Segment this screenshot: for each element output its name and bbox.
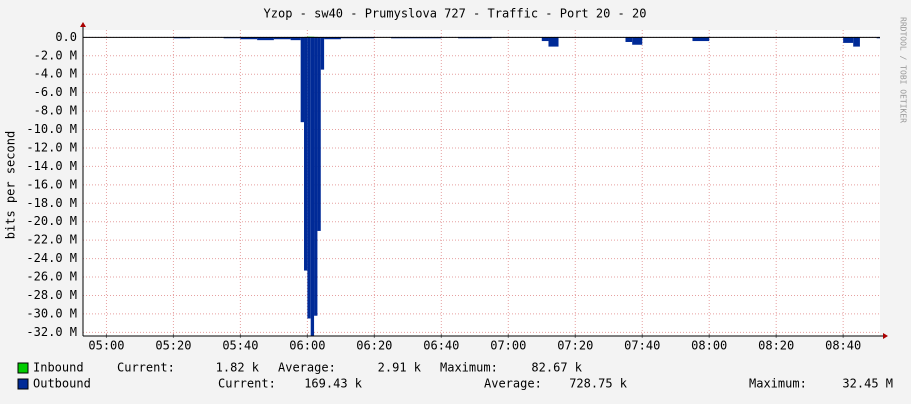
x-tick-label: 06:00 (289, 339, 325, 353)
plot-area (83, 30, 880, 336)
area-segment (692, 37, 709, 41)
area-segment (307, 37, 310, 318)
x-tick-label: 08:40 (825, 339, 861, 353)
area-segment (304, 37, 307, 270)
stat-value: 169.43 k (304, 377, 363, 391)
y-tick-label: -10.0 M (26, 122, 77, 136)
y-tick-label: -2.0 M (34, 48, 77, 62)
x-tick-label: 08:20 (758, 339, 794, 353)
stat-value: 728.75 k (569, 377, 628, 391)
y-axis-label: bits per second (4, 131, 18, 239)
area-segment (301, 37, 304, 122)
stat-label: Maximum: (749, 377, 807, 391)
area-segment (314, 37, 317, 315)
y-tick-label: -30.0 M (26, 306, 77, 320)
y-tick-label: -4.0 M (34, 67, 77, 81)
y-tick-label: -14.0 M (26, 159, 77, 173)
stat-label: Maximum: (440, 361, 498, 375)
area-segment (853, 37, 860, 46)
stat-label: Average: (484, 377, 542, 391)
y-tick-label: -24.0 M (26, 251, 77, 265)
x-tick-label: 07:20 (557, 339, 593, 353)
stat-label: Current: (218, 377, 276, 391)
x-tick-label: 08:00 (691, 339, 727, 353)
x-tick-label: 06:20 (356, 339, 392, 353)
area-segment (632, 37, 642, 44)
x-tick-label: 06:40 (423, 339, 459, 353)
x-tick-label: 05:00 (88, 339, 124, 353)
chart-title: Yzop - sw40 - Prumyslova 727 - Traffic -… (264, 7, 647, 21)
stat-value: 2.91 k (378, 361, 422, 375)
y-tick-label: -22.0 M (26, 233, 77, 247)
x-tick-label: 07:00 (490, 339, 526, 353)
y-tick-label: -26.0 M (26, 270, 77, 284)
area-segment (542, 37, 549, 41)
watermark: RRDTOOL / TOBI OETIKER (899, 17, 908, 123)
y-tick-label: -28.0 M (26, 288, 77, 302)
stat-value: 1.82 k (216, 361, 260, 375)
x-tick-label: 05:20 (155, 339, 191, 353)
y-tick-label: -8.0 M (34, 104, 77, 118)
stat-value: 82.67 k (531, 361, 582, 375)
y-tick-label: -6.0 M (34, 85, 77, 99)
x-tick-label: 07:40 (624, 339, 660, 353)
y-tick-label: -16.0 M (26, 177, 77, 191)
stat-value: 32.45 M (842, 377, 893, 391)
area-segment (843, 37, 853, 43)
legend-swatch (18, 379, 28, 389)
stat-label: Average: (278, 361, 336, 375)
area-segment (311, 37, 314, 336)
stat-label: Current: (117, 361, 175, 375)
y-tick-label: -18.0 M (26, 196, 77, 210)
y-tick-label: 0.0 (55, 30, 77, 44)
area-segment (625, 37, 632, 42)
legend-label: Outbound (33, 377, 91, 391)
y-tick-label: -12.0 M (26, 140, 77, 154)
legend-label: Inbound (33, 361, 84, 375)
x-tick-label: 05:40 (222, 339, 258, 353)
area-segment (317, 37, 320, 231)
area-segment (321, 37, 324, 69)
area-segment (548, 37, 558, 46)
y-tick-label: -20.0 M (26, 214, 77, 228)
legend-swatch (18, 363, 28, 373)
y-tick-label: -32.0 M (26, 325, 77, 339)
